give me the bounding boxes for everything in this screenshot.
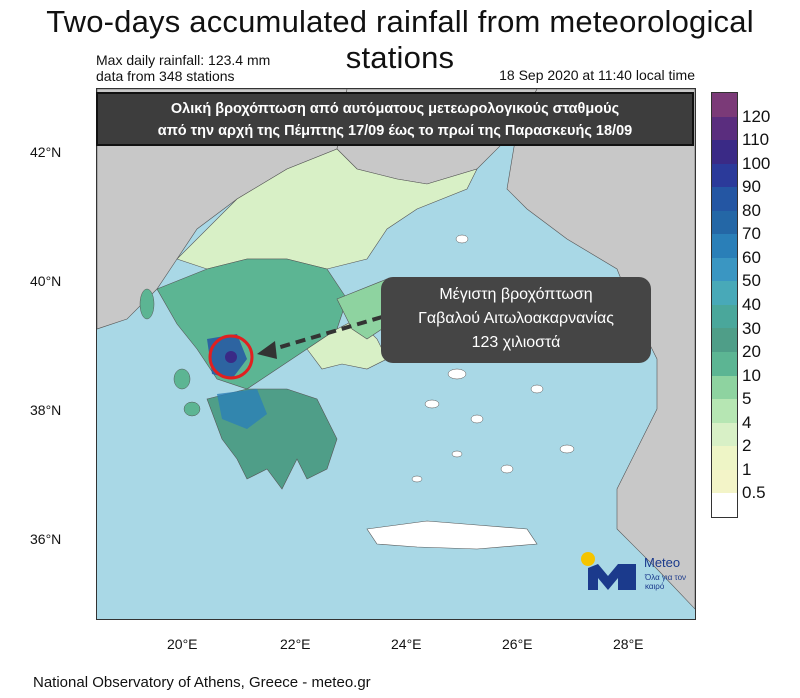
lon-label-26: 26°E	[502, 636, 533, 652]
legend-label: 20	[742, 342, 761, 362]
logo-mark	[588, 564, 636, 590]
lon-label-28: 28°E	[613, 636, 644, 652]
legend-label: 2	[742, 436, 752, 456]
legend-label: 100	[742, 153, 771, 173]
legend-swatch	[712, 493, 737, 517]
legend-label: 1	[742, 459, 752, 479]
legend-swatch	[712, 140, 737, 164]
legend-colorbar	[711, 92, 738, 518]
legend-swatch	[712, 93, 737, 117]
legend-swatch	[712, 469, 737, 494]
chart-title: Two-days accumulated rainfall from meteo…	[46, 4, 754, 75]
logo-name: Meteo	[644, 555, 681, 570]
max-rainfall-dot	[225, 351, 237, 363]
legend-swatch	[712, 210, 737, 235]
lat-label-40: 40°N	[30, 273, 62, 289]
callout-arrowhead	[257, 341, 277, 359]
land-nodata-east	[506, 89, 695, 610]
lat-label-36: 36°N	[30, 531, 62, 547]
legend-swatch	[712, 328, 737, 353]
legend-label: 60	[742, 247, 761, 267]
callout-line-2: Γαβαλού Αιτωλοακαρνανίας	[418, 310, 614, 327]
lon-label-20: 20°E	[167, 636, 198, 652]
legend-label: 30	[742, 318, 761, 338]
land-crete	[366, 520, 538, 550]
legend-label: 110	[742, 130, 770, 150]
banner-line-2: από την αρχή της Πέμπτης 17/09 έως το πρ…	[157, 123, 633, 139]
lat-label-38: 38°N	[30, 402, 62, 418]
legend-label: 4	[742, 412, 752, 432]
lon-label-24: 24°E	[391, 636, 422, 652]
footer-credit: National Observatory of Athens, Greece -…	[33, 674, 371, 691]
legend-label: 5	[742, 389, 752, 409]
station-count-text: data from 348 stations	[96, 68, 235, 84]
legend-label: 0.5	[742, 483, 766, 503]
legend-label: 80	[742, 200, 761, 220]
legend-label: 10	[742, 365, 761, 385]
legend-swatch	[712, 399, 737, 423]
logo-tagline: Όλα για τον καιρό	[645, 573, 687, 591]
legend-swatch	[712, 187, 737, 211]
timestamp: 18 Sep 2020 at 11:40 local time	[499, 67, 695, 83]
legend-swatch	[712, 375, 737, 400]
legend-swatch	[712, 281, 737, 305]
legend-swatch	[712, 422, 737, 447]
legend-swatch	[712, 446, 737, 470]
max-rainfall-marker	[208, 334, 254, 380]
max-rainfall-text: Max daily rainfall: 123.4 mm	[96, 52, 271, 68]
legend-swatch	[712, 116, 737, 141]
legend-label: 120	[742, 106, 771, 126]
meteo-logo	[581, 552, 636, 590]
callout-line-1: Μέγιστη βροχόπτωση	[439, 286, 593, 303]
rainfall-meta: Max daily rainfall: 123.4 mm data from 3…	[96, 52, 270, 84]
logo-sun	[581, 552, 595, 566]
legend-label: 90	[742, 177, 761, 197]
legend-swatch	[712, 257, 737, 282]
callout-line-3: 123 χιλιοστά	[471, 334, 561, 351]
legend-swatch	[712, 163, 737, 188]
greek-banner: Ολική βροχόπτωση από αυτόματους μετεωρολ…	[96, 92, 694, 146]
lon-label-22: 22°E	[280, 636, 311, 652]
legend-swatch	[712, 304, 737, 329]
legend-label: 70	[742, 224, 761, 244]
max-rainfall-callout: Μέγιστη βροχόπτωση Γαβαλού Αιτωλοακαρναν…	[381, 277, 651, 363]
ionian-islands	[139, 288, 201, 417]
callout-arrow	[266, 315, 383, 353]
legend-swatch	[712, 352, 737, 376]
lat-label-42: 42°N	[30, 144, 62, 160]
legend-label: 40	[742, 294, 761, 314]
legend-swatch	[712, 234, 737, 258]
land-high-rain-peloponnese	[217, 389, 267, 429]
legend-label: 50	[742, 271, 761, 291]
banner-line-1: Ολική βροχόπτωση από αυτόματους μετεωρολ…	[170, 101, 620, 117]
